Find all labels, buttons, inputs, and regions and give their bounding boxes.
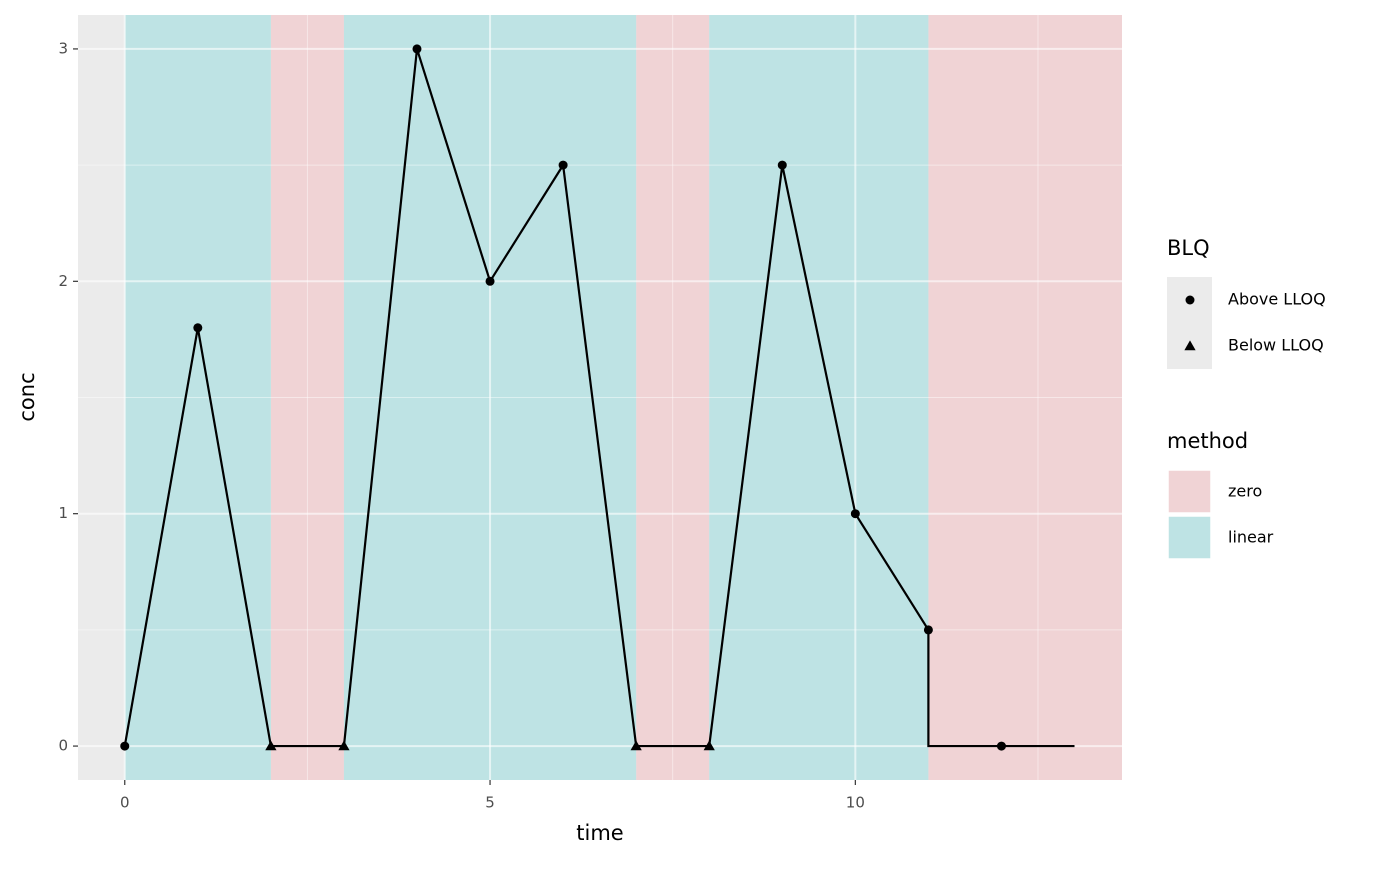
legend-swatch bbox=[1167, 515, 1212, 560]
legend-key-bg bbox=[1167, 277, 1212, 369]
y-tick-label: 3 bbox=[58, 39, 68, 57]
legend-label: Below LLOQ bbox=[1228, 336, 1324, 355]
legend-title: BLQ bbox=[1167, 236, 1210, 260]
x-tick-label: 10 bbox=[846, 794, 865, 812]
point-circle bbox=[120, 741, 130, 751]
y-tick-label: 2 bbox=[58, 272, 68, 290]
point-triangle bbox=[630, 740, 642, 751]
y-axis-title: conc bbox=[15, 372, 39, 421]
legend-symbol bbox=[1185, 295, 1195, 305]
point-triangle bbox=[265, 740, 277, 751]
point-circle bbox=[558, 160, 568, 170]
point-circle bbox=[193, 323, 203, 333]
legend-title: method bbox=[1167, 429, 1248, 453]
point-circle bbox=[996, 741, 1006, 751]
point-circle bbox=[923, 625, 933, 635]
point-circle bbox=[412, 44, 422, 54]
x-axis-title: time bbox=[576, 821, 623, 845]
point-triangle bbox=[338, 740, 350, 751]
point-triangle bbox=[703, 740, 715, 751]
y-tick-label: 0 bbox=[58, 737, 68, 755]
legend-swatch bbox=[1167, 469, 1212, 514]
point-circle bbox=[485, 276, 495, 286]
x-tick-label: 0 bbox=[120, 794, 130, 812]
point-circle bbox=[777, 160, 787, 170]
legend-label: Above LLOQ bbox=[1228, 290, 1326, 309]
method-band bbox=[124, 15, 271, 780]
legend-symbol bbox=[1184, 340, 1196, 351]
y-tick-label: 1 bbox=[58, 504, 68, 522]
legend-label: zero bbox=[1228, 482, 1262, 501]
method-band bbox=[709, 15, 929, 780]
method-band bbox=[928, 15, 1122, 780]
method-band bbox=[636, 15, 710, 780]
method-band bbox=[270, 15, 344, 780]
point-circle bbox=[850, 509, 860, 519]
x-tick-label: 5 bbox=[485, 794, 495, 812]
legend-label: linear bbox=[1228, 528, 1274, 547]
